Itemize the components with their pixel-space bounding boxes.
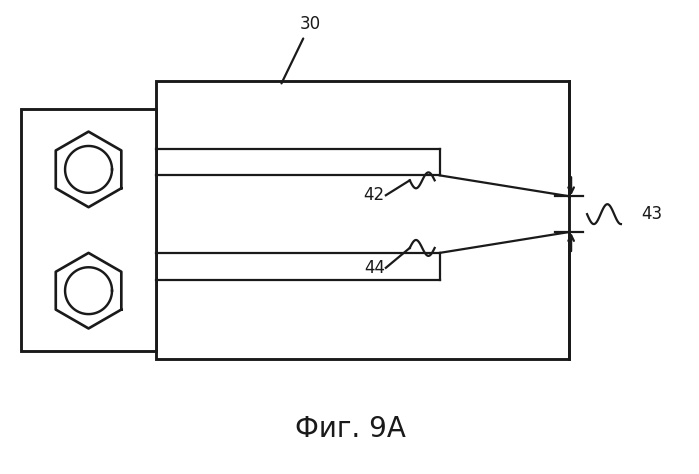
- Text: 43: 43: [641, 205, 662, 223]
- Text: 30: 30: [282, 15, 321, 83]
- Bar: [21, 109, 156, 351]
- Text: 44: 44: [364, 259, 385, 277]
- Text: 42: 42: [363, 186, 385, 204]
- Bar: [156, 81, 569, 359]
- Text: Фиг. 9А: Фиг. 9А: [294, 415, 405, 443]
